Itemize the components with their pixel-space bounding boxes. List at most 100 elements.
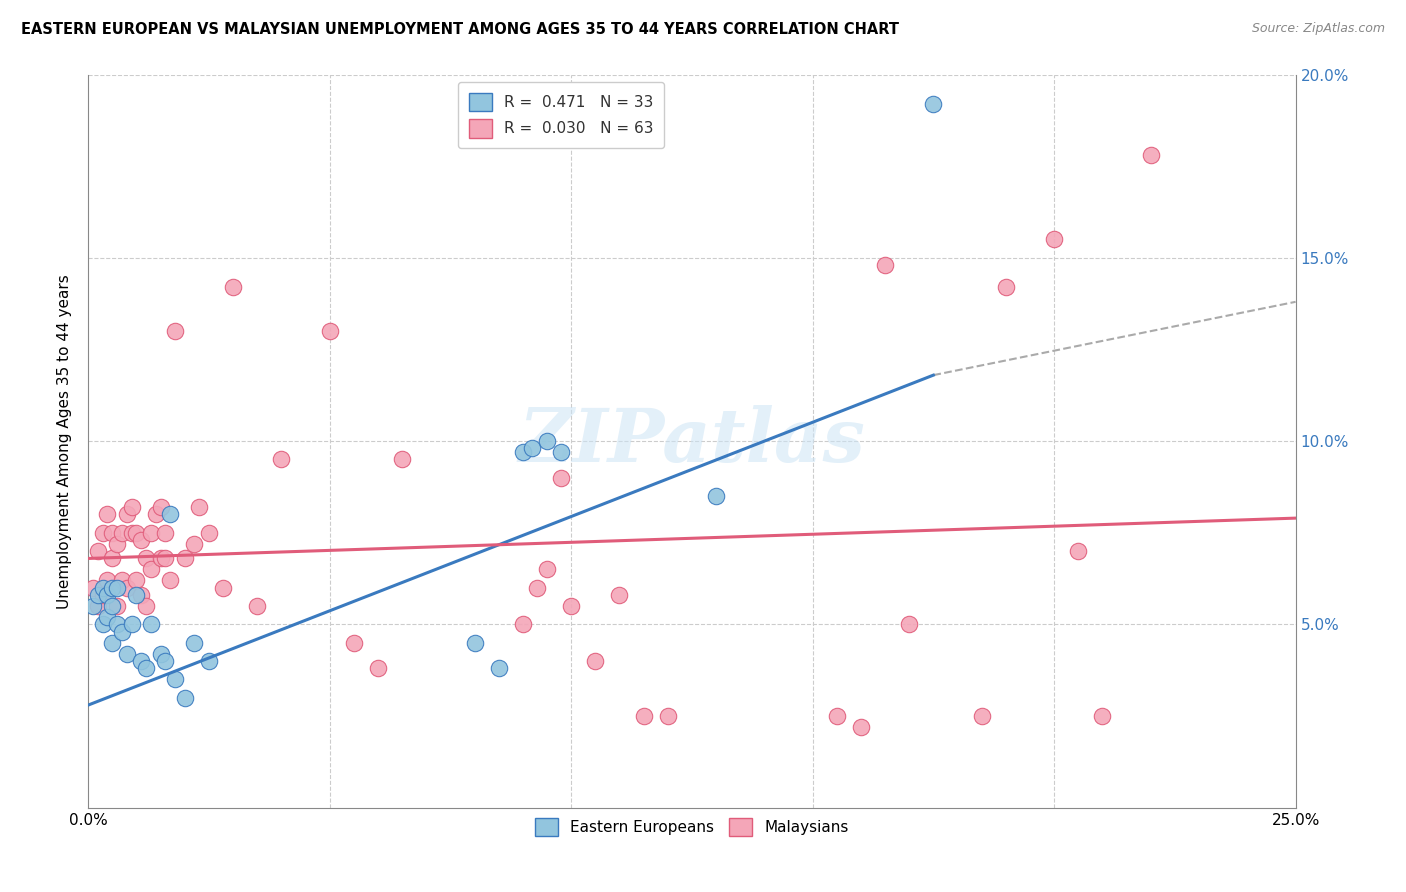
Point: [129, 588, 152, 602]
Point: [149, 647, 172, 661]
Point: [970, 709, 993, 723]
Point: [121, 500, 143, 515]
Point: [391, 452, 413, 467]
Point: [111, 574, 134, 588]
Point: [464, 636, 486, 650]
Point: [922, 96, 945, 111]
Point: [536, 434, 558, 449]
Point: [145, 508, 167, 522]
Point: [583, 654, 606, 668]
Point: [87, 544, 110, 558]
Point: [96, 588, 118, 602]
Point: [139, 525, 162, 540]
Point: [91, 588, 114, 602]
Point: [657, 709, 679, 723]
Point: [550, 445, 572, 459]
Point: [550, 471, 572, 485]
Point: [1091, 709, 1114, 723]
Y-axis label: Unemployment Among Ages 35 to 44 years: Unemployment Among Ages 35 to 44 years: [58, 274, 72, 608]
Point: [115, 581, 138, 595]
Point: [222, 280, 245, 294]
Point: [105, 617, 128, 632]
Point: [135, 551, 157, 566]
Point: [129, 533, 152, 548]
Point: [512, 445, 534, 459]
Point: [96, 610, 118, 624]
Point: [849, 720, 872, 734]
Point: [115, 508, 138, 522]
Point: [270, 452, 292, 467]
Point: [121, 617, 143, 632]
Point: [121, 525, 143, 540]
Text: Source: ZipAtlas.com: Source: ZipAtlas.com: [1251, 22, 1385, 36]
Point: [91, 581, 114, 595]
Point: [212, 581, 235, 595]
Point: [101, 636, 124, 650]
Point: [512, 617, 534, 632]
Point: [155, 654, 177, 668]
Point: [101, 525, 124, 540]
Point: [96, 574, 118, 588]
Point: [129, 654, 152, 668]
Point: [82, 599, 104, 613]
Point: [1067, 544, 1090, 558]
Point: [82, 581, 104, 595]
Point: [105, 537, 128, 551]
Point: [91, 617, 114, 632]
Point: [522, 442, 544, 456]
Point: [135, 661, 157, 675]
Point: [101, 599, 124, 613]
Point: [1043, 232, 1066, 246]
Point: [111, 624, 134, 639]
Point: [488, 661, 510, 675]
Point: [165, 324, 187, 338]
Point: [87, 588, 110, 602]
Point: [125, 574, 148, 588]
Point: [165, 673, 187, 687]
Point: [105, 581, 128, 595]
Point: [149, 551, 172, 566]
Point: [1139, 148, 1161, 162]
Text: ZIPatlas: ZIPatlas: [519, 405, 865, 477]
Point: [149, 500, 172, 515]
Point: [155, 551, 177, 566]
Point: [367, 661, 389, 675]
Point: [96, 508, 118, 522]
Point: [898, 617, 921, 632]
Point: [560, 599, 582, 613]
Point: [188, 500, 211, 515]
Point: [125, 525, 148, 540]
Point: [139, 617, 162, 632]
Point: [101, 581, 124, 595]
Point: [87, 599, 110, 613]
Point: [536, 562, 558, 576]
Point: [115, 647, 138, 661]
Point: [873, 258, 896, 272]
Text: EASTERN EUROPEAN VS MALAYSIAN UNEMPLOYMENT AMONG AGES 35 TO 44 YEARS CORRELATION: EASTERN EUROPEAN VS MALAYSIAN UNEMPLOYME…: [21, 22, 898, 37]
Point: [111, 525, 134, 540]
Point: [704, 489, 727, 503]
Point: [343, 636, 366, 650]
Point: [125, 588, 148, 602]
Point: [139, 562, 162, 576]
Point: [105, 599, 128, 613]
Point: [159, 574, 181, 588]
Point: [609, 588, 631, 602]
Point: [173, 551, 195, 566]
Point: [526, 581, 548, 595]
Point: [173, 690, 195, 705]
Point: [91, 525, 114, 540]
Point: [183, 636, 205, 650]
Point: [155, 525, 177, 540]
Point: [135, 599, 157, 613]
Point: [318, 324, 340, 338]
Point: [825, 709, 848, 723]
Point: [198, 654, 221, 668]
Legend: Eastern Europeans, Malaysians: Eastern Europeans, Malaysians: [527, 810, 856, 844]
Point: [101, 551, 124, 566]
Point: [198, 525, 221, 540]
Point: [994, 280, 1017, 294]
Point: [159, 508, 181, 522]
Point: [633, 709, 655, 723]
Point: [183, 537, 205, 551]
